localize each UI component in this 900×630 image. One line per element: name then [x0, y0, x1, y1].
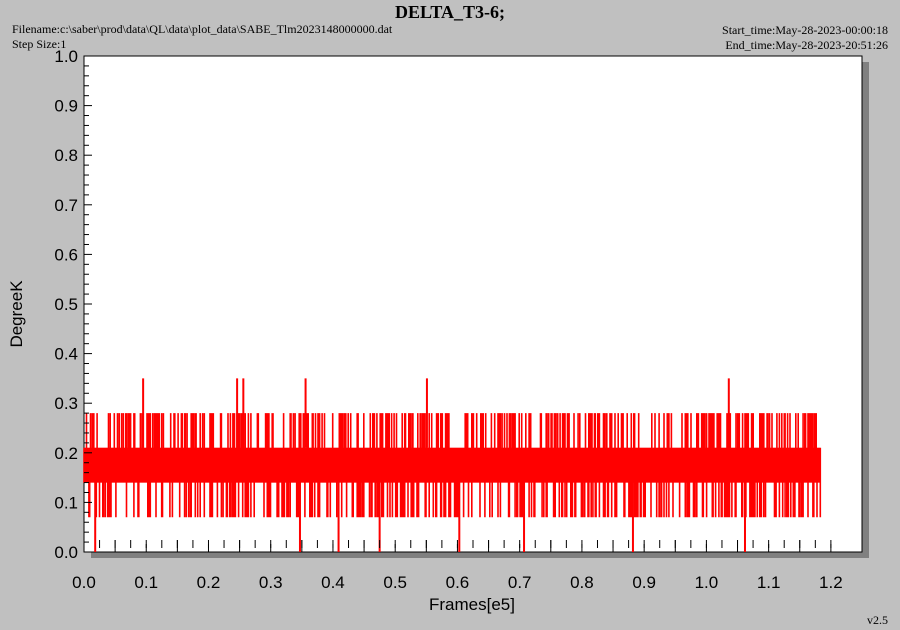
series-band [84, 447, 821, 483]
y-tick-label: 0.8 [54, 146, 78, 165]
y-tick-label: 0.0 [54, 543, 78, 562]
x-tick-label: 1.2 [819, 573, 843, 592]
x-tick-label: 1.1 [757, 573, 781, 592]
x-tick-label: 1.0 [695, 573, 719, 592]
y-tick-label: 0.3 [54, 394, 78, 413]
x-tick-label: 0.6 [446, 573, 470, 592]
x-tick-label: 0.3 [259, 573, 283, 592]
series-layer [83, 378, 822, 552]
chart-title: DELTA_T3-6; [394, 2, 506, 22]
x-tick-label: 0.2 [197, 573, 221, 592]
y-tick-label: 0.9 [54, 97, 78, 116]
y-tick-label: 1.0 [54, 47, 78, 66]
x-tick-label: 0.5 [383, 573, 407, 592]
x-tick-label: 0.1 [134, 573, 158, 592]
y-tick-label: 0.2 [54, 444, 78, 463]
y-tick-label: 0.4 [54, 345, 78, 364]
version-label: v2.5 [867, 613, 888, 627]
y-tick-label: 0.5 [54, 295, 78, 314]
y-tick-label: 0.1 [54, 493, 78, 512]
x-tick-label: 0.4 [321, 573, 345, 592]
x-tick-label: 0.0 [72, 573, 96, 592]
x-axis-label: Frames[e5] [429, 595, 515, 614]
start-time-label: Start_time:May-28-2023-00:00:18 [722, 23, 888, 37]
y-tick-label: 0.6 [54, 245, 78, 264]
x-tick-label: 0.9 [632, 573, 656, 592]
axes-layer: 0.0 0.1 0.2 0.3 0.4 0.5 0.6 0.7 0.8 0.9 1.0 0.0 0.1 0… [54, 47, 842, 592]
step-size-label: Step Size:1 [12, 37, 67, 51]
filename-label: Filename:c:\saber\prod\data\QL\data\plot… [12, 22, 393, 36]
x-tick-label: 0.7 [508, 573, 532, 592]
x-tick-label: 0.8 [570, 573, 594, 592]
y-axis-label: DegreeK [7, 280, 26, 348]
y-tick-label: 0.7 [54, 196, 78, 215]
end-time-label: End_time:May-28-2023-20:51:26 [725, 38, 888, 52]
